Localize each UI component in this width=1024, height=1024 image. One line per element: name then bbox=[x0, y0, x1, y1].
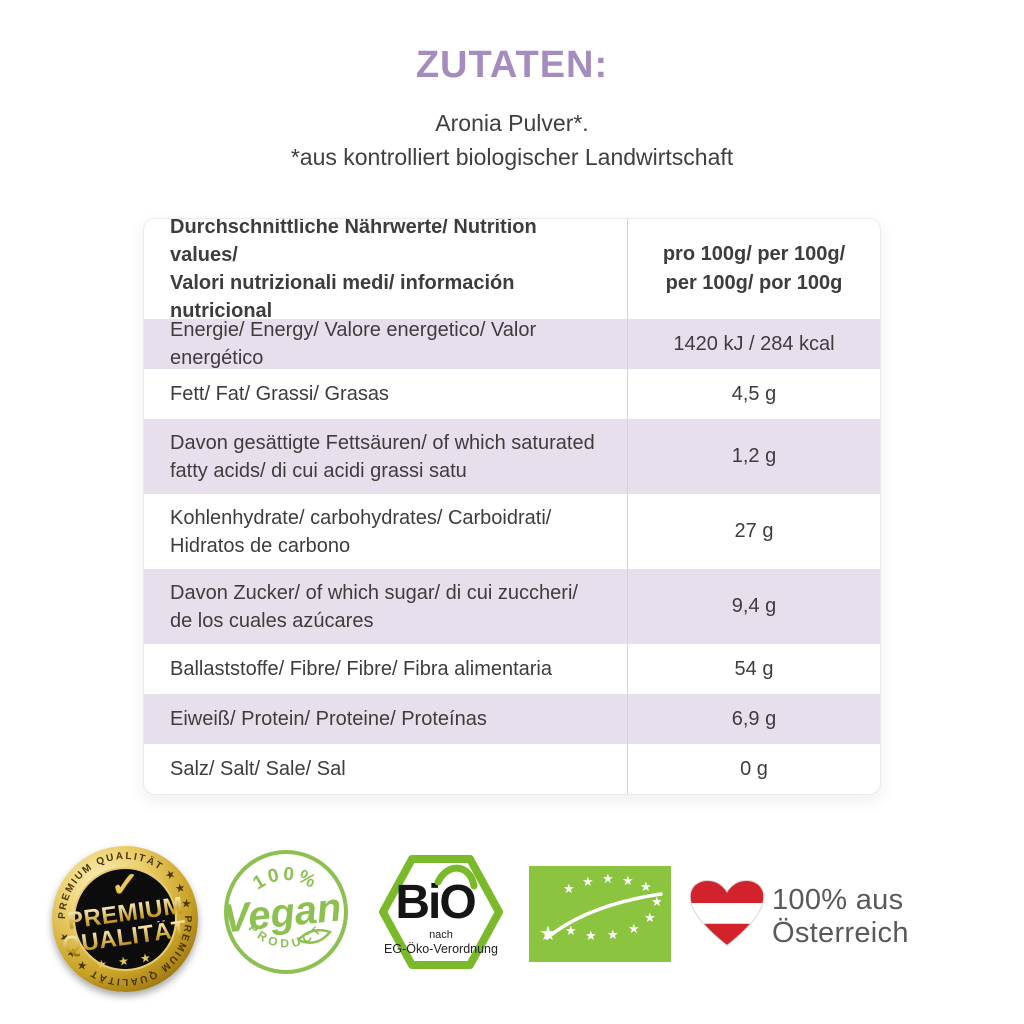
nutrient-label: Eiweiß/ Protein/ Proteine/ Proteínas bbox=[144, 694, 628, 744]
nutrition-table: Durchschnittliche Nährwerte/ Nutrition v… bbox=[143, 218, 881, 795]
star-icon: ★ bbox=[582, 874, 594, 889]
star-icon: ★ bbox=[640, 879, 652, 894]
nutrient-value: 54 g bbox=[734, 657, 774, 680]
eu-organic-logo: ★ ★ ★ ★ ★ ★ ★ ★ ★ ★ ★ ★ bbox=[529, 866, 671, 962]
vegan-badge: 100% Vegan PRODUCT bbox=[221, 848, 350, 976]
nutrient-value: 1420 kJ / 284 kcal bbox=[673, 332, 835, 355]
star-icon: ★ bbox=[607, 927, 619, 942]
premium-inner-circle: ✓ PREMIUM QUALITÄT ★ ★ ★ bbox=[61, 866, 189, 972]
star-icon: ★ bbox=[622, 873, 634, 888]
ingredients-line2: *aus kontrolliert biologischer Landwirts… bbox=[290, 144, 734, 170]
austria-origin-label: 100% aus Österreich bbox=[772, 884, 909, 949]
nutrient-value: 9,4 g bbox=[731, 595, 777, 617]
premium-quality-badge: PREMIUM QUALITÄT ★ ★ ★ PREMIUM QUALITÄT … bbox=[52, 846, 198, 992]
nutrient-label: Energie/ Energy/ Valore energetico/ Valo… bbox=[144, 319, 628, 369]
bio-sub2: EG-Öko-Verordnung bbox=[384, 942, 498, 956]
leaf-stem-icon bbox=[545, 892, 663, 940]
table-header-row: Durchschnittliche Nährwerte/ Nutrition v… bbox=[144, 219, 880, 322]
check-icon: ✓ bbox=[110, 866, 140, 904]
nutrient-value: 6,9 g bbox=[731, 707, 777, 730]
table-row-salt: Salz/ Salt/ Sale/ Sal 0 g bbox=[144, 744, 880, 794]
nutrient-label: Ballaststoffe/ Fibre/ Fibre/ Fibra alime… bbox=[144, 644, 628, 694]
ingredients-text: Aronia Pulver*. *aus kontrolliert biolog… bbox=[0, 106, 1024, 174]
page-title: ZUTATEN: bbox=[415, 44, 609, 86]
table-row-protein: Eiweiß/ Protein/ Proteine/ Proteínas 6,9… bbox=[144, 694, 880, 744]
nutrient-value: 1,2 g bbox=[731, 445, 777, 467]
star-icon: ★ bbox=[644, 910, 656, 925]
badges-row: PREMIUM QUALITÄT ★ ★ ★ PREMIUM QUALITÄT … bbox=[0, 840, 1024, 1000]
star-icon: ★ bbox=[651, 894, 663, 909]
table-header-label: Durchschnittliche Nährwerte/ Nutrition v… bbox=[144, 219, 628, 322]
austria-heart-icon bbox=[688, 878, 766, 950]
star-icon: ★ bbox=[602, 871, 614, 886]
table-row-energy: Energie/ Energy/ Valore energetico/ Valo… bbox=[144, 319, 880, 369]
table-row-fibre: Ballaststoffe/ Fibre/ Fibre/ Fibra alime… bbox=[144, 644, 880, 694]
table-row-fat: Fett/ Fat/ Grassi/ Grasas 4,5 g bbox=[144, 369, 880, 419]
nutrient-label: Davon gesättigte Fettsäuren/ of which sa… bbox=[144, 419, 628, 494]
star-icon: ★ bbox=[565, 923, 577, 938]
bio-sub1: nach bbox=[429, 929, 453, 941]
ingredients-line1: Aronia Pulver*. bbox=[435, 110, 589, 136]
bio-swoosh-icon bbox=[434, 864, 478, 890]
table-row-saturated-fat: Davon gesättigte Fettsäuren/ of which sa… bbox=[144, 419, 880, 494]
nutrient-label: Fett/ Fat/ Grassi/ Grasas bbox=[144, 369, 628, 419]
leaf-icon bbox=[297, 929, 333, 944]
star-icon: ★ bbox=[563, 881, 575, 896]
nutrient-value: 4,5 g bbox=[731, 382, 777, 405]
bio-badge: BiO nach EG-Öko-Verordnung bbox=[378, 850, 504, 974]
nutrient-label: Davon Zucker/ of which sugar/ di cui zuc… bbox=[144, 569, 628, 644]
nutrient-label: Salz/ Salt/ Sale/ Sal bbox=[144, 744, 628, 794]
star-icon: ★ bbox=[585, 928, 597, 943]
nutrient-value: 27 g bbox=[734, 520, 774, 542]
bio-hexagon bbox=[379, 855, 503, 969]
table-row-sugar: Davon Zucker/ of which sugar/ di cui zuc… bbox=[144, 569, 880, 644]
table-row-carbohydrates: Kohlenhydrate/ carbohydrates/ Carboidrat… bbox=[144, 494, 880, 569]
table-header-value: pro 100g/ per 100g/ per 100g/ por 100g bbox=[662, 243, 846, 294]
nutrient-label: Kohlenhydrate/ carbohydrates/ Carboidrat… bbox=[144, 494, 628, 569]
star-icon: ★ bbox=[628, 921, 640, 936]
star-icon: ★ bbox=[539, 923, 557, 945]
nutrient-value: 0 g bbox=[740, 757, 768, 780]
